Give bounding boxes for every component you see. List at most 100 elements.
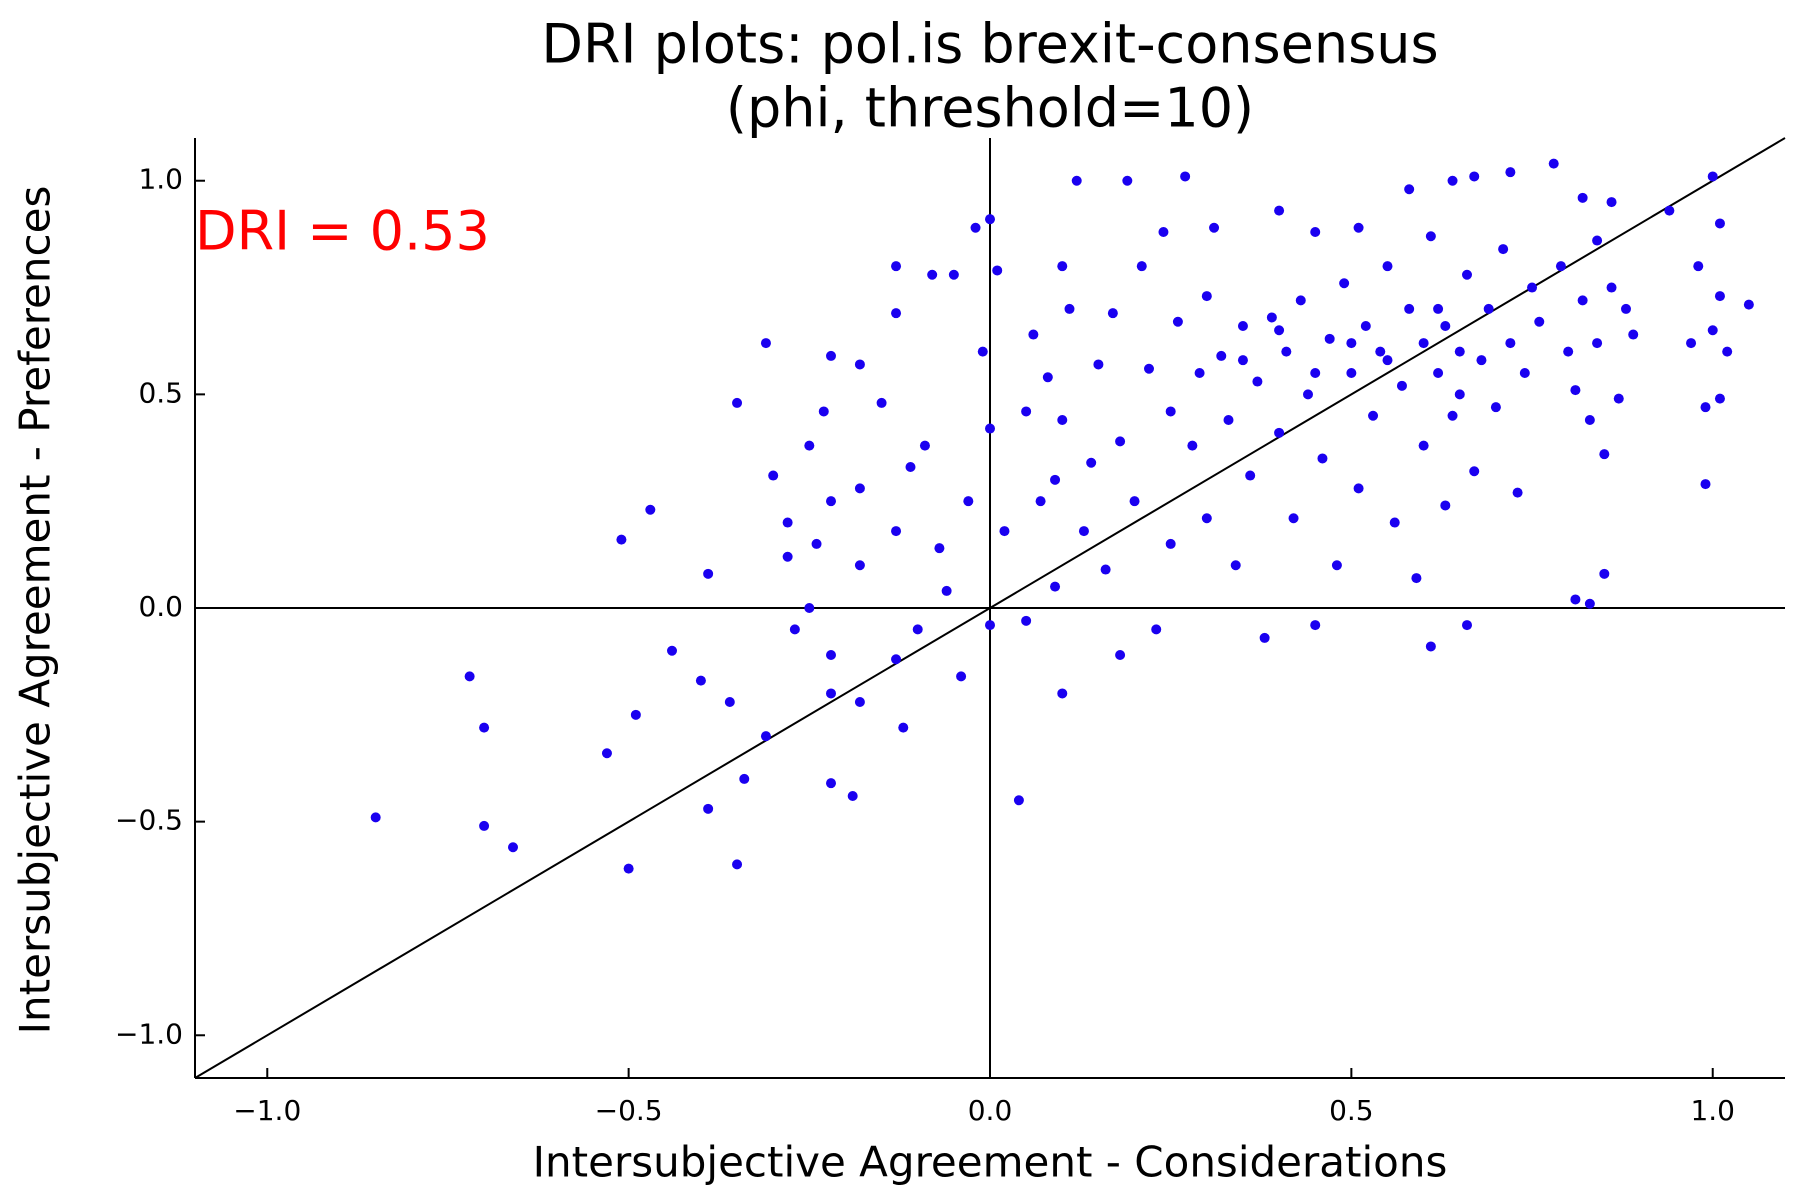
point xyxy=(732,859,743,870)
point xyxy=(1310,368,1321,378)
point xyxy=(1274,427,1285,438)
point xyxy=(1122,175,1133,186)
point xyxy=(1086,457,1097,468)
point xyxy=(1216,350,1227,361)
point xyxy=(1230,560,1241,571)
point xyxy=(760,338,771,349)
point xyxy=(1411,573,1422,584)
point xyxy=(695,675,706,686)
point xyxy=(992,265,1003,276)
point xyxy=(804,603,815,613)
point xyxy=(1447,175,1458,186)
point xyxy=(1707,325,1718,336)
point xyxy=(370,812,381,823)
y-axis-label: Intersubjective Agreement - Preferences xyxy=(11,186,60,1035)
point xyxy=(1324,333,1335,344)
point xyxy=(1599,568,1610,579)
y-tick-label: −0.5 xyxy=(115,804,183,837)
point xyxy=(912,624,923,635)
point xyxy=(1071,175,1082,186)
chart-title: DRI plots: pol.is brexit-consensus xyxy=(541,13,1438,76)
y-tick-label: 1.0 xyxy=(138,163,183,196)
point xyxy=(1288,513,1299,524)
point xyxy=(826,350,836,361)
x-tick-label: 1.0 xyxy=(1690,1094,1735,1127)
point xyxy=(1057,415,1068,425)
point xyxy=(1714,218,1725,229)
point xyxy=(479,722,490,733)
point xyxy=(898,722,909,733)
point xyxy=(1577,192,1588,203)
point xyxy=(1433,303,1444,314)
point xyxy=(645,504,656,515)
point xyxy=(1165,406,1176,417)
point xyxy=(1021,615,1032,626)
point xyxy=(1274,205,1285,216)
point xyxy=(623,863,634,874)
x-axis-label: Intersubjective Agreement - Consideratio… xyxy=(533,1138,1448,1187)
point xyxy=(1237,355,1248,366)
point xyxy=(1714,393,1725,404)
point xyxy=(1462,620,1472,631)
point xyxy=(1172,316,1183,327)
point xyxy=(1382,355,1393,366)
point xyxy=(1606,197,1617,208)
point xyxy=(985,214,995,225)
point xyxy=(891,261,902,272)
point xyxy=(1303,389,1313,400)
x-tick-label: −0.5 xyxy=(595,1094,663,1127)
point xyxy=(1570,385,1581,396)
point xyxy=(601,748,612,759)
point xyxy=(1115,436,1126,447)
point xyxy=(854,697,865,707)
point xyxy=(1592,338,1603,349)
point xyxy=(934,543,945,554)
point xyxy=(1295,295,1306,306)
point xyxy=(1447,410,1458,421)
point xyxy=(948,269,959,280)
point xyxy=(1519,368,1530,378)
point xyxy=(1584,598,1595,609)
point xyxy=(1599,449,1610,460)
point xyxy=(1664,205,1675,216)
point xyxy=(1158,227,1169,237)
point xyxy=(1050,581,1061,592)
point xyxy=(1194,368,1205,378)
point xyxy=(1375,346,1386,357)
point xyxy=(1570,594,1581,605)
point xyxy=(1548,158,1559,169)
point xyxy=(703,803,714,814)
point xyxy=(1346,368,1357,378)
point xyxy=(1454,346,1465,357)
point xyxy=(919,440,930,451)
point xyxy=(1563,346,1574,357)
point xyxy=(1418,440,1429,451)
point xyxy=(847,791,858,801)
point xyxy=(1136,261,1147,272)
x-tick-label: 0.5 xyxy=(1329,1094,1374,1127)
point xyxy=(1057,261,1068,272)
point xyxy=(818,406,829,417)
point xyxy=(1440,321,1451,331)
point xyxy=(1180,171,1191,182)
point xyxy=(1223,415,1234,425)
point xyxy=(1686,338,1697,349)
point xyxy=(1534,316,1545,327)
point xyxy=(630,709,641,720)
point xyxy=(854,359,865,370)
x-tick-label: −1.0 xyxy=(233,1094,301,1127)
point xyxy=(1483,303,1494,314)
point xyxy=(1404,303,1415,314)
point xyxy=(1700,402,1711,413)
point xyxy=(1129,496,1140,507)
point xyxy=(1028,329,1039,340)
point xyxy=(1237,321,1248,331)
point xyxy=(739,773,750,784)
point xyxy=(1310,620,1321,631)
point xyxy=(1621,303,1631,314)
point xyxy=(479,820,490,831)
point xyxy=(1201,513,1212,524)
point xyxy=(724,697,735,707)
point xyxy=(1584,415,1595,425)
point xyxy=(616,534,627,545)
